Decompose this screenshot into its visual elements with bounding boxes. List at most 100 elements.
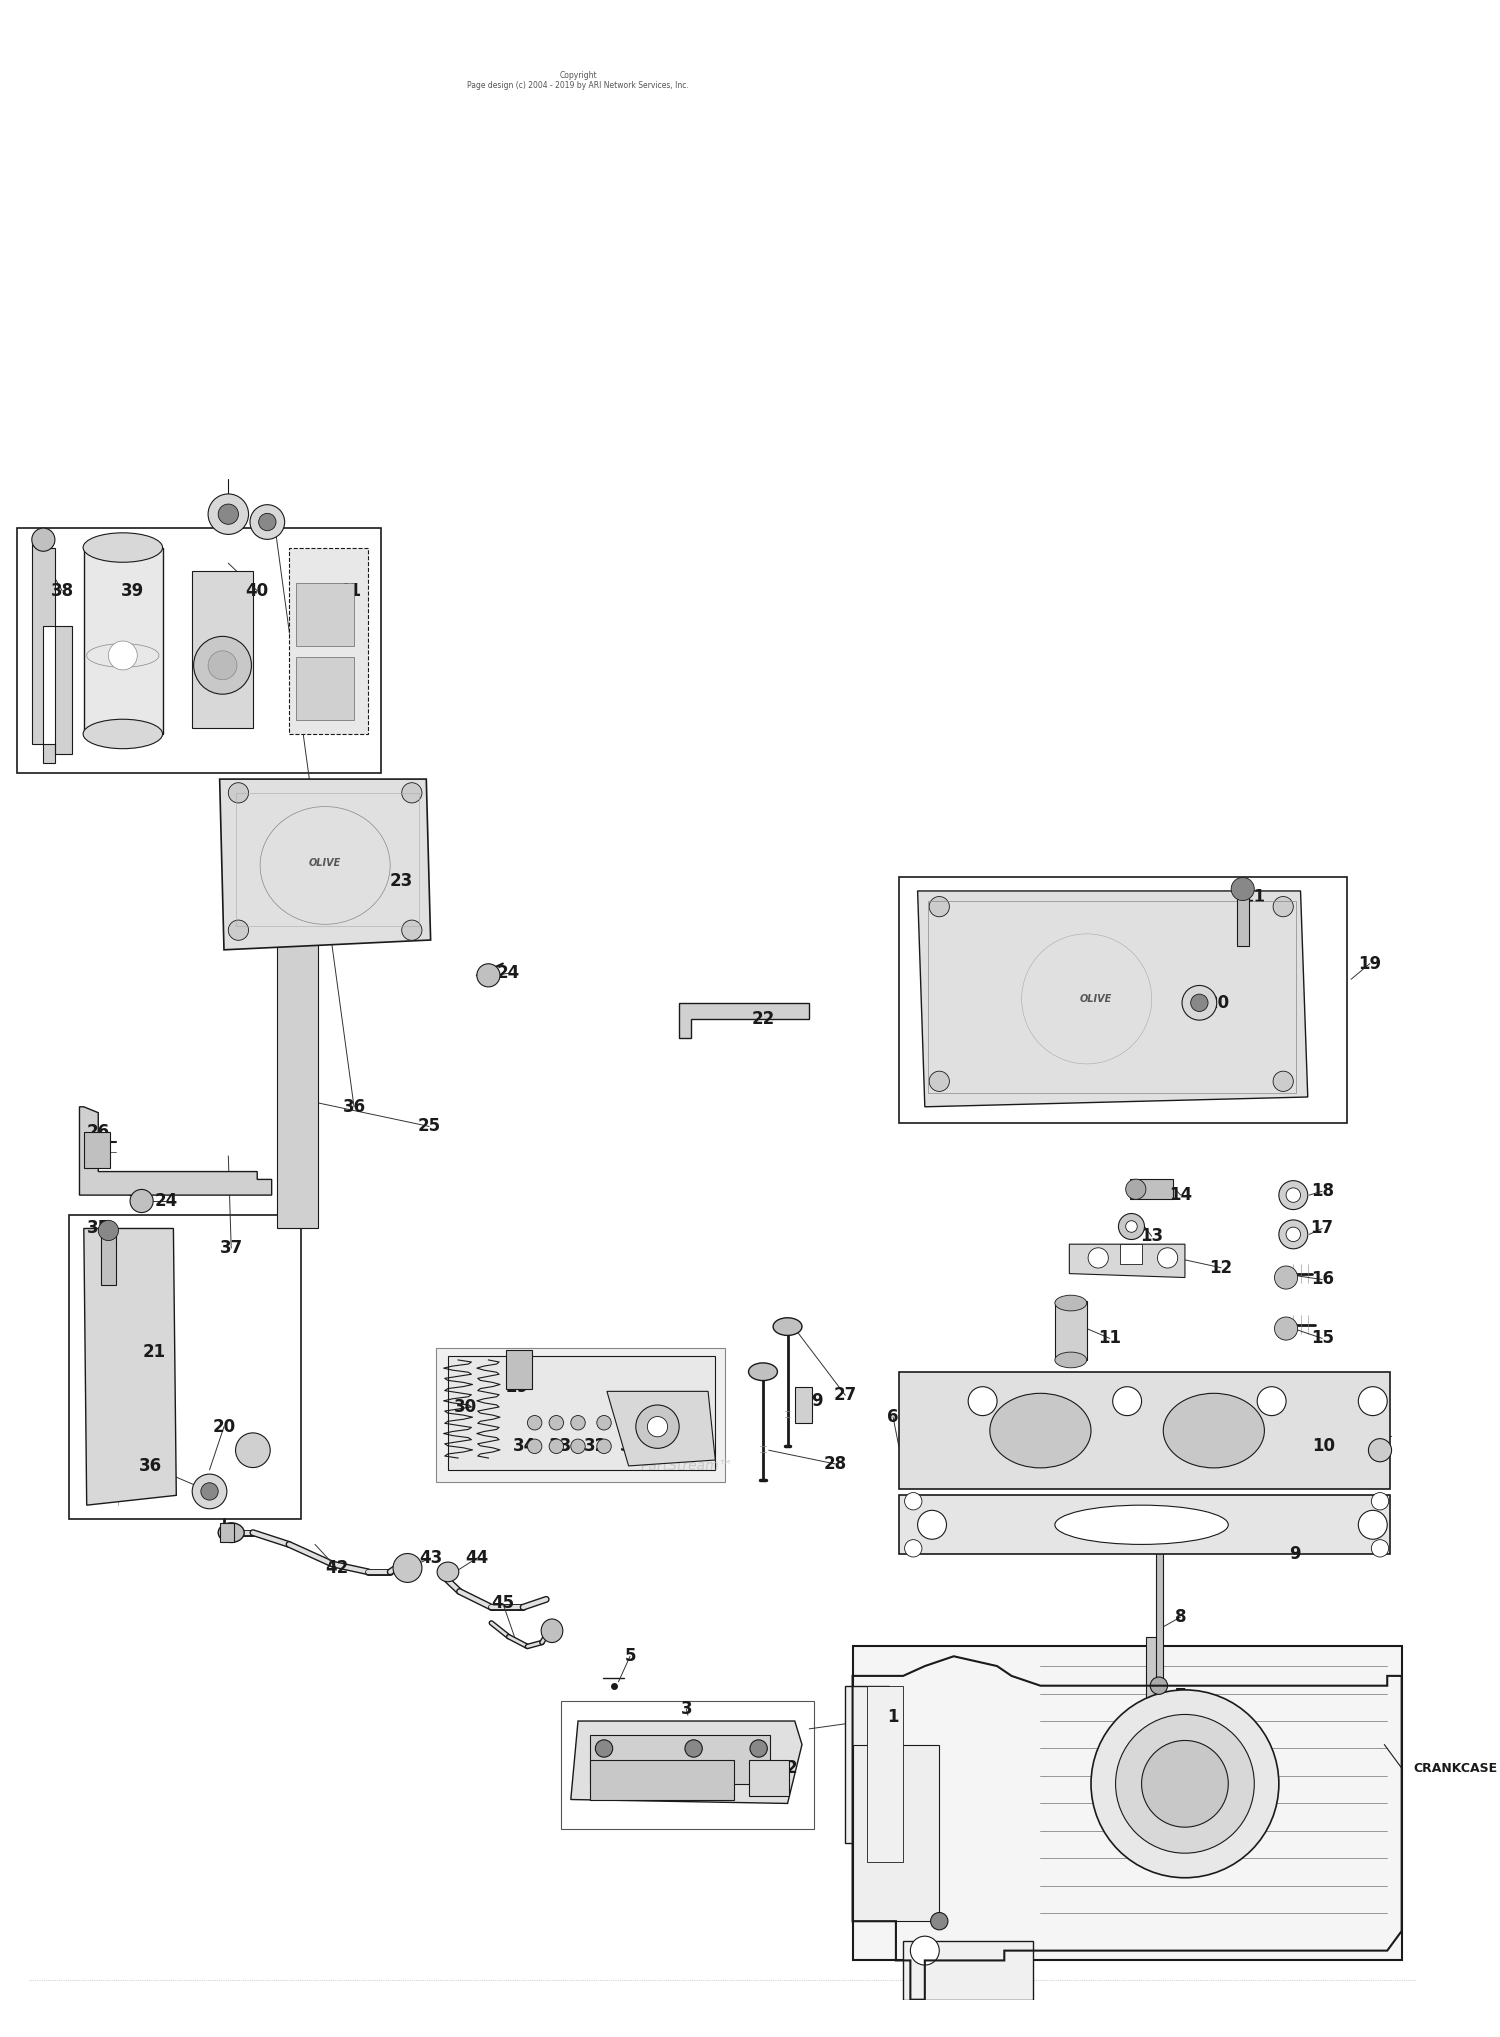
Text: 38: 38	[51, 583, 74, 599]
Bar	[852, 1744, 939, 1921]
Circle shape	[596, 1740, 612, 1758]
Circle shape	[928, 896, 950, 917]
Bar	[795, 1387, 812, 1422]
Circle shape	[918, 1509, 946, 1540]
Text: 13: 13	[1140, 1228, 1164, 1245]
Circle shape	[99, 1220, 118, 1241]
Text: 21: 21	[1242, 888, 1266, 906]
Text: 30: 30	[453, 1397, 477, 1416]
Circle shape	[1280, 1220, 1308, 1249]
Text: 5: 5	[624, 1648, 636, 1666]
Circle shape	[686, 1740, 702, 1758]
Circle shape	[1275, 1318, 1298, 1340]
Bar	[278, 943, 318, 1228]
Circle shape	[130, 1190, 153, 1212]
Circle shape	[1359, 1509, 1388, 1540]
Circle shape	[750, 1740, 768, 1758]
Circle shape	[549, 1438, 564, 1454]
Circle shape	[1125, 1220, 1137, 1232]
Polygon shape	[1070, 1245, 1185, 1277]
Text: 23: 23	[390, 872, 414, 890]
Bar	[100, 1230, 116, 1285]
Bar	[236, 792, 418, 927]
Text: 7: 7	[1174, 1687, 1186, 1705]
Circle shape	[1116, 1715, 1254, 1854]
Circle shape	[904, 1493, 922, 1509]
Circle shape	[1286, 1188, 1300, 1202]
Polygon shape	[608, 1391, 715, 1467]
Text: 21: 21	[142, 1342, 166, 1361]
Text: 29: 29	[506, 1379, 530, 1397]
Bar	[448, 1357, 716, 1471]
Circle shape	[209, 652, 237, 680]
Bar	[69, 1214, 300, 1520]
Circle shape	[597, 1438, 610, 1454]
Bar	[290, 548, 369, 733]
Bar	[898, 1495, 1390, 1554]
Circle shape	[217, 503, 238, 524]
Polygon shape	[80, 1106, 272, 1196]
Text: 24: 24	[496, 964, 520, 982]
Text: OLIVE: OLIVE	[309, 858, 342, 868]
Bar	[436, 1348, 726, 1481]
Bar	[84, 1133, 110, 1167]
Ellipse shape	[772, 1318, 802, 1336]
Text: 31: 31	[620, 1438, 644, 1454]
Circle shape	[1368, 1438, 1392, 1463]
Polygon shape	[572, 1721, 802, 1803]
Text: 9: 9	[810, 1391, 822, 1410]
Circle shape	[1275, 1265, 1298, 1289]
Ellipse shape	[1054, 1296, 1086, 1312]
Text: 42: 42	[326, 1558, 348, 1577]
Circle shape	[1158, 1249, 1178, 1267]
Ellipse shape	[436, 1562, 459, 1581]
Bar	[846, 1687, 888, 1843]
Text: 14: 14	[1168, 1186, 1192, 1204]
Text: 28: 28	[824, 1454, 848, 1473]
Text: 44: 44	[465, 1550, 489, 1566]
Text: 17: 17	[1311, 1220, 1334, 1236]
Text: 45: 45	[492, 1595, 514, 1611]
Circle shape	[1090, 1691, 1280, 1878]
Circle shape	[549, 1416, 564, 1430]
Circle shape	[636, 1406, 680, 1448]
Circle shape	[1232, 878, 1254, 900]
Circle shape	[1280, 1181, 1308, 1210]
Bar	[192, 570, 254, 727]
Text: 22: 22	[752, 1010, 774, 1027]
Circle shape	[1257, 1387, 1286, 1416]
Text: 20: 20	[1206, 994, 1230, 1012]
Circle shape	[910, 1937, 939, 1966]
Text: 3: 3	[681, 1701, 692, 1719]
Circle shape	[1359, 1387, 1388, 1416]
Circle shape	[1113, 1387, 1142, 1416]
Bar	[898, 878, 1347, 1122]
Polygon shape	[32, 544, 72, 764]
Text: 24: 24	[154, 1192, 178, 1210]
Bar	[1156, 1528, 1164, 1687]
Bar	[903, 1941, 1034, 2000]
Circle shape	[1150, 1524, 1167, 1542]
Polygon shape	[680, 1002, 808, 1039]
Text: 27: 27	[834, 1387, 856, 1403]
Bar	[1146, 1636, 1161, 1750]
Text: 9: 9	[1288, 1546, 1300, 1562]
Text: 33: 33	[549, 1438, 573, 1454]
Ellipse shape	[1164, 1393, 1264, 1469]
Circle shape	[1088, 1249, 1108, 1267]
Polygon shape	[84, 1228, 177, 1505]
Ellipse shape	[82, 719, 162, 750]
Bar	[927, 900, 1296, 1094]
Circle shape	[258, 513, 276, 532]
Circle shape	[1371, 1540, 1389, 1556]
Bar	[867, 1687, 903, 1862]
Text: 10: 10	[1312, 1438, 1335, 1454]
Text: 41: 41	[338, 583, 362, 599]
Text: Copyright
Page design (c) 2004 - 2019 by ARI Network Services, Inc.: Copyright Page design (c) 2004 - 2019 by…	[466, 71, 688, 90]
Text: 19: 19	[1359, 955, 1382, 972]
Ellipse shape	[1054, 1505, 1228, 1544]
Text: PartStream™: PartStream™	[640, 1458, 732, 1473]
Text: 2: 2	[786, 1760, 798, 1776]
Polygon shape	[1120, 1245, 1142, 1263]
Circle shape	[572, 1438, 585, 1454]
